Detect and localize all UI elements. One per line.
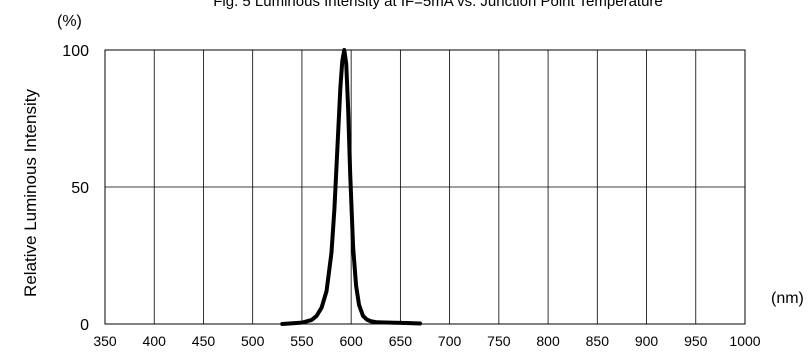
x-tick-label: 750: [487, 333, 511, 349]
x-tick-labels: 350 400 450 500 550 600 650 700 750 800 850 900 950 1…: [93, 333, 760, 349]
x-tick-label: 850: [586, 333, 610, 349]
y-unit-label: (%): [57, 13, 82, 30]
plot-frame: [104, 49, 746, 325]
x-unit-label: (nm): [771, 290, 804, 307]
x-tick-label: 450: [192, 333, 216, 349]
grid: [104, 49, 746, 325]
x-tick-label: 700: [438, 333, 462, 349]
series-layer: [280, 48, 423, 326]
x-tick-label: 650: [389, 333, 413, 349]
x-tick-label: 800: [536, 333, 560, 349]
series-line: [280, 48, 423, 326]
y-tick-label: 50: [71, 180, 89, 197]
x-tick-label: 500: [241, 333, 265, 349]
x-tick-label: 1000: [729, 333, 760, 349]
x-tick-label: 950: [684, 333, 708, 349]
x-tick-label: 400: [143, 333, 167, 349]
y-tick-label: 0: [80, 317, 89, 334]
x-tick-label: 600: [339, 333, 363, 349]
y-axis-label: Relative Luminous Intensity: [21, 89, 40, 297]
x-tick-label: 550: [290, 333, 314, 349]
y-tick-label: 100: [62, 43, 89, 60]
x-tick-label: 350: [93, 333, 117, 349]
chart-title: Fig. 5 Luminous Intensity at IF=5mA vs. …: [213, 0, 663, 10]
x-tick-label: 900: [635, 333, 659, 349]
y-tick-labels: 0 50 100: [62, 43, 89, 334]
